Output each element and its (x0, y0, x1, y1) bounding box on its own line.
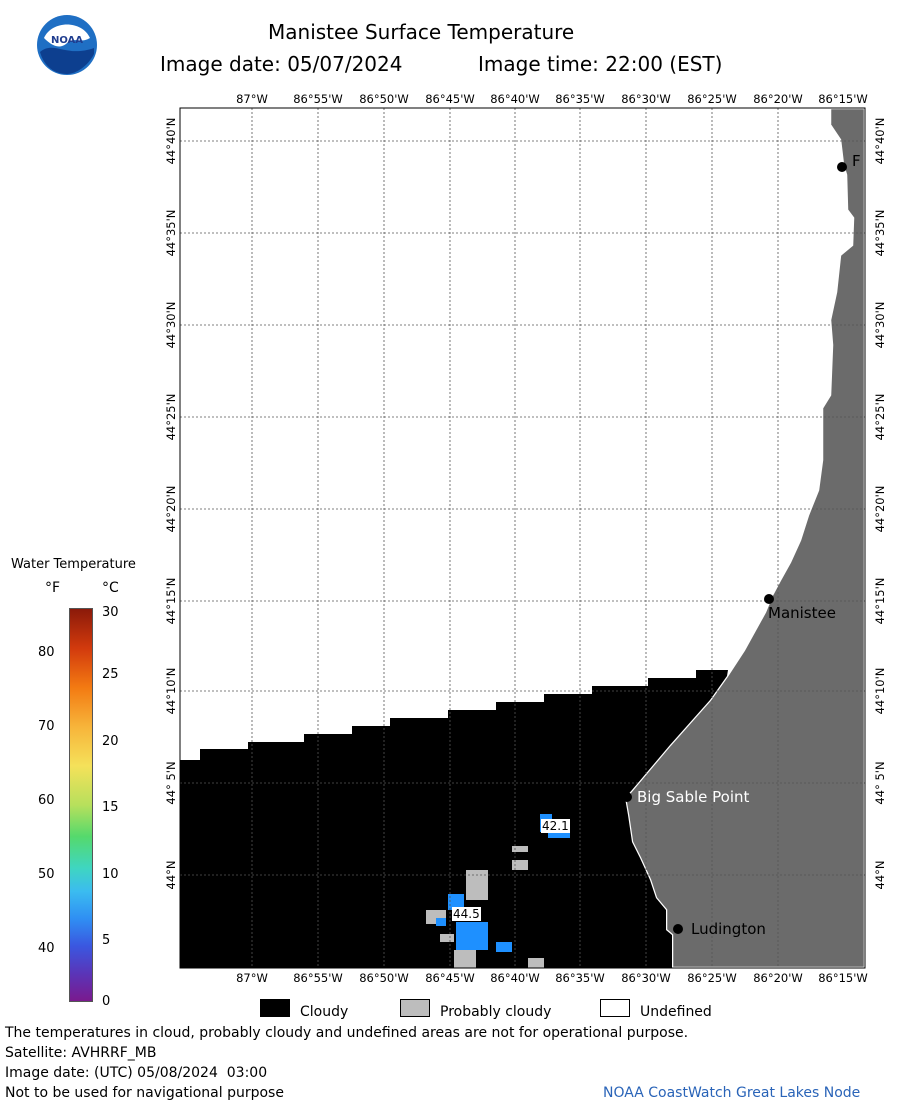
lat-label: 44°35'N (164, 209, 178, 257)
map-grid (180, 108, 865, 968)
lat-label: 44° 5'N (873, 761, 887, 805)
footer-satellite: Satellite: AVHRRF_MB (5, 1045, 157, 1061)
colorbar-unit-f: °F (45, 580, 61, 596)
lon-label: 87°W (236, 971, 268, 985)
lon-label: 86°45'W (425, 971, 475, 985)
footer-nav-warning: Not to be used for navigational purpose (5, 1085, 284, 1101)
lat-label: 44°15'N (873, 577, 887, 625)
colorbar-f-tick: 50 (38, 867, 55, 882)
probably-cloudy-patches (426, 846, 544, 968)
lon-label: 86°30'W (621, 971, 671, 985)
lat-label: 44°40'N (873, 117, 887, 165)
legend-label-cloudy: Cloudy (300, 1004, 349, 1020)
lon-label: 86°20'W (753, 92, 803, 106)
marker-f (837, 162, 847, 172)
legend-swatch-cloudy (260, 999, 290, 1017)
lon-label: 86°35'W (555, 92, 605, 106)
colorbar-title: Water Temperature (11, 557, 136, 572)
colorbar-unit-c: °C (102, 580, 119, 596)
lat-label: 44°10'N (873, 667, 887, 715)
cloud-area (180, 670, 728, 968)
colorbar-c-tick: 0 (102, 994, 111, 1009)
lon-label: 86°40'W (490, 92, 540, 106)
lon-label: 86°50'W (359, 971, 409, 985)
lon-label: 86°40'W (490, 971, 540, 985)
colorbar-f-tick: 60 (38, 793, 55, 808)
image-time-label: Image time: 22:00 (EST) (478, 52, 723, 76)
lon-label: 86°25'W (687, 92, 737, 106)
page-title: Manistee Surface Temperature (268, 20, 575, 44)
lat-label: 44°N (873, 860, 887, 890)
lat-label: 44°30'N (164, 301, 178, 349)
colorbar-gradient (69, 608, 93, 1002)
place-label-ludington: Ludington (691, 920, 766, 938)
svg-text:NOAA: NOAA (51, 35, 83, 46)
colorbar-c-tick: 15 (102, 800, 119, 815)
colorbar-f-tick: 40 (38, 941, 55, 956)
colorbar-f-tick: 70 (38, 719, 55, 734)
marker-ludington (673, 924, 683, 934)
lat-label: 44°30'N (873, 301, 887, 349)
footer-credit: NOAA CoastWatch Great Lakes Node (603, 1085, 861, 1101)
marker-manistee (764, 594, 774, 604)
colorbar-c-tick: 30 (102, 605, 119, 620)
lat-label: 44°35'N (873, 209, 887, 257)
lon-label: 86°55'W (293, 92, 343, 106)
lon-label: 86°15'W (818, 92, 868, 106)
marker-big-sable-point (622, 792, 632, 802)
lat-label: 44°10'N (164, 667, 178, 715)
lat-label: 44°40'N (164, 117, 178, 165)
lon-label: 86°15'W (818, 971, 868, 985)
noaa-logo-icon: NOAA (36, 14, 98, 76)
colorbar-c-tick: 5 (102, 933, 111, 948)
reading-label-42-1: 42.1 (541, 819, 570, 833)
lon-label: 86°20'W (753, 971, 803, 985)
lat-label: 44°15'N (164, 577, 178, 625)
lat-label: 44° 5'N (164, 761, 178, 805)
footer-disclaimer: The temperatures in cloud, probably clou… (5, 1025, 689, 1041)
image-date-label: Image date: 05/07/2024 (160, 52, 403, 76)
lon-label: 86°30'W (621, 92, 671, 106)
lon-label: 86°45'W (425, 92, 475, 106)
lat-label: 44°N (164, 860, 178, 890)
lon-label: 87°W (236, 92, 268, 106)
lon-label: 86°50'W (359, 92, 409, 106)
footer-utc-date: Image date: (UTC) 05/08/2024 03:00 (5, 1065, 268, 1081)
reading-label-44-5: 44.5 (452, 907, 481, 921)
lon-label: 86°55'W (293, 971, 343, 985)
lat-label: 44°20'N (873, 485, 887, 533)
legend-swatch-undefined (600, 999, 630, 1017)
legend-swatch-probably-cloudy (400, 999, 430, 1017)
legend-label-probably-cloudy: Probably cloudy (440, 1004, 552, 1020)
place-label-big-sable-point: Big Sable Point (637, 788, 750, 806)
place-label-manistee: Manistee (768, 604, 836, 622)
colorbar-c-tick: 20 (102, 734, 119, 749)
colorbar-c-tick: 10 (102, 867, 119, 882)
lat-label: 44°25'N (164, 393, 178, 441)
lat-label: 44°20'N (164, 485, 178, 533)
lon-label: 86°35'W (555, 971, 605, 985)
colorbar-c-tick: 25 (102, 667, 119, 682)
legend-label-undefined: Undefined (640, 1004, 712, 1020)
place-label-f: F (852, 152, 861, 170)
colorbar-f-tick: 80 (38, 645, 55, 660)
lat-label: 44°25'N (873, 393, 887, 441)
lon-label: 86°25'W (687, 971, 737, 985)
